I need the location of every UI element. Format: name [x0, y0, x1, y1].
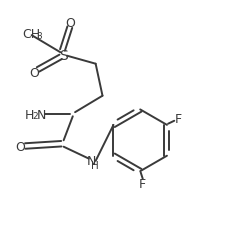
Text: CH: CH	[23, 28, 41, 41]
Text: 2: 2	[32, 111, 38, 120]
Text: N: N	[86, 155, 96, 168]
Text: O: O	[15, 140, 25, 153]
Text: H: H	[91, 160, 98, 170]
Text: F: F	[175, 112, 182, 125]
Text: N: N	[37, 108, 46, 121]
Text: O: O	[29, 67, 39, 80]
Text: S: S	[59, 48, 68, 62]
Text: 3: 3	[37, 32, 42, 41]
Text: H: H	[25, 108, 34, 121]
Text: F: F	[139, 177, 146, 190]
Text: O: O	[66, 17, 75, 30]
